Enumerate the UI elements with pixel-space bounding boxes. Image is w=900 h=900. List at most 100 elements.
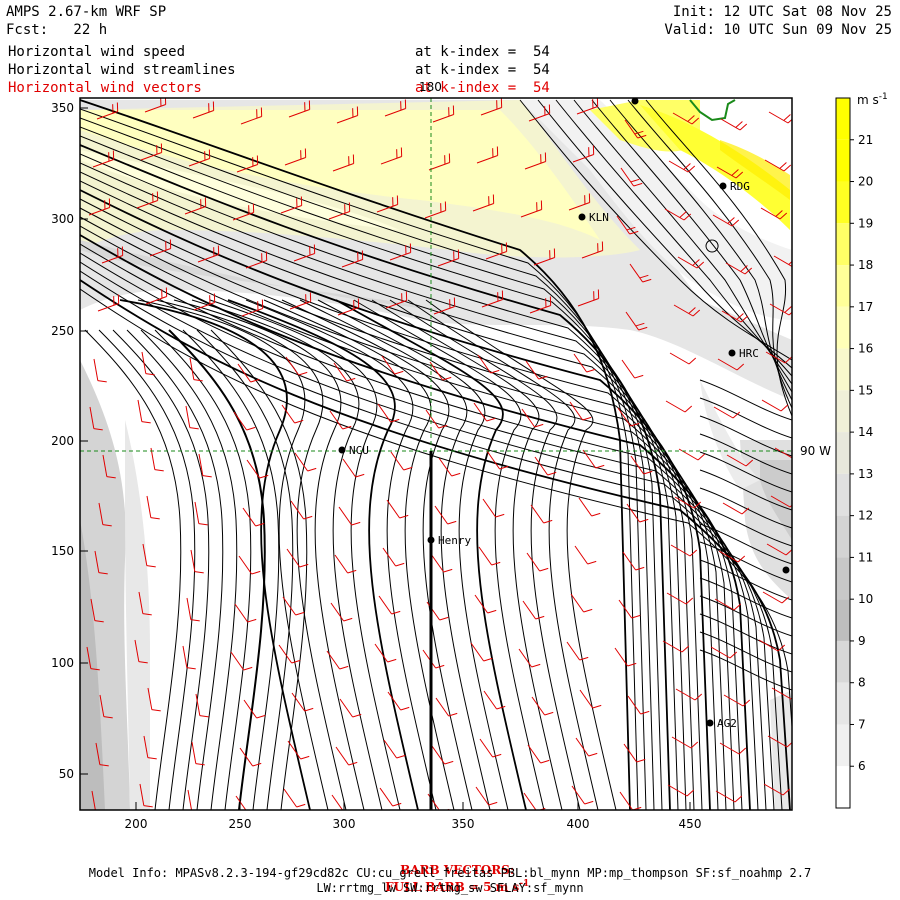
wind-barb bbox=[622, 551, 637, 571]
wind-barb-feather bbox=[247, 618, 257, 623]
wind-barb bbox=[142, 543, 148, 566]
wind-barb bbox=[529, 305, 551, 314]
wind-barb-feather bbox=[584, 800, 594, 805]
wind-barb-feather bbox=[394, 370, 404, 375]
colorbar-unit: m s-1 bbox=[857, 92, 888, 107]
streamline bbox=[699, 559, 792, 601]
streamline bbox=[699, 541, 792, 583]
field-level-streamlines: at k-index = 54 bbox=[415, 62, 550, 78]
colorbar-level-label: 7 bbox=[858, 717, 866, 731]
wind-barb bbox=[722, 502, 743, 515]
wind-barb bbox=[150, 447, 156, 470]
wind-barb-feather bbox=[534, 423, 544, 428]
wind-barb-feather bbox=[448, 712, 458, 717]
wind-barb bbox=[476, 155, 498, 164]
wind-barb bbox=[718, 550, 739, 563]
streamline bbox=[699, 451, 792, 493]
wind-barb bbox=[524, 161, 546, 170]
wind-barb-feather bbox=[782, 788, 791, 796]
streamline bbox=[699, 487, 792, 529]
barb-legend: BARB VECTORS: FULL BARB = 5 m s-1 bbox=[0, 849, 900, 894]
wind-barb-feather bbox=[630, 178, 640, 183]
colorbar-swatch bbox=[836, 181, 850, 224]
wind-barb bbox=[623, 743, 638, 763]
colorbar-level-label: 14 bbox=[858, 425, 873, 439]
wind-barb bbox=[185, 405, 191, 428]
wind-barb bbox=[331, 794, 344, 810]
streamline bbox=[80, 99, 631, 810]
streamline bbox=[119, 299, 311, 810]
wind-barb-feather bbox=[629, 230, 639, 235]
wind-barb bbox=[294, 452, 309, 472]
wind-barb bbox=[573, 353, 588, 373]
wind-barb-feather bbox=[451, 472, 461, 477]
wind-barb-feather bbox=[189, 427, 199, 430]
wind-barb-feather bbox=[150, 517, 160, 520]
wind-barb bbox=[376, 204, 398, 213]
station-label-rdg: RDG bbox=[730, 180, 750, 193]
wind-barb-feather bbox=[742, 699, 751, 707]
streamline bbox=[168, 329, 266, 810]
wind-barb-feather bbox=[391, 610, 401, 615]
barb-legend-value: FULL BARB = 5 m s bbox=[385, 880, 520, 894]
streamline bbox=[699, 469, 792, 511]
y-tick-label: 100 bbox=[51, 656, 74, 670]
wind-barb bbox=[197, 254, 219, 263]
wind-barb bbox=[246, 459, 261, 479]
wind-barb-feather bbox=[780, 404, 789, 412]
y-tick-label: 250 bbox=[51, 324, 74, 338]
valid-time: Valid: 10 UTC Sun 09 Nov 25 bbox=[664, 22, 892, 38]
wind-barb bbox=[245, 260, 267, 269]
wind-barb bbox=[438, 457, 453, 477]
colorbar-swatch bbox=[836, 223, 850, 266]
streamline bbox=[137, 299, 329, 810]
wind-barb-feather bbox=[679, 211, 687, 218]
wind-barb-feather bbox=[531, 663, 541, 668]
streamline bbox=[191, 299, 383, 810]
wind-barb bbox=[390, 451, 405, 471]
wind-barb bbox=[134, 639, 140, 662]
wind-barb-feather bbox=[193, 379, 203, 382]
wind-barb-feather bbox=[438, 424, 448, 429]
wind-barb-feather bbox=[147, 757, 157, 760]
wind-barb bbox=[192, 110, 214, 119]
x-tick-label: 250 bbox=[229, 817, 252, 831]
wind-barb bbox=[761, 399, 782, 412]
station-label-ncu: NCU bbox=[349, 444, 369, 457]
wind-barb-feather bbox=[784, 306, 792, 313]
x-tick-label: 300 bbox=[333, 817, 356, 831]
wind-barb bbox=[342, 458, 357, 478]
wind-barb bbox=[139, 783, 145, 806]
streamline bbox=[699, 397, 792, 439]
wind-barb-feather bbox=[499, 465, 509, 470]
wind-barb-feather bbox=[259, 474, 269, 479]
colorbar-swatch bbox=[836, 348, 850, 391]
wind-barb bbox=[578, 497, 593, 517]
wind-barb bbox=[581, 250, 603, 259]
wind-barb-feather bbox=[294, 419, 304, 424]
wind-barb bbox=[473, 402, 488, 422]
wind-barb-feather bbox=[688, 307, 696, 314]
wind-barb bbox=[625, 311, 640, 331]
wind-barb bbox=[617, 407, 632, 427]
wind-barb-feather bbox=[686, 789, 695, 797]
wind-barb-feather bbox=[252, 762, 262, 767]
streamline bbox=[699, 505, 792, 547]
wind-barb-feather bbox=[689, 549, 698, 557]
wind-barb-feather bbox=[141, 421, 151, 424]
wind-barb bbox=[774, 447, 792, 459]
wind-barb-feather bbox=[781, 596, 790, 604]
wind-barb-feather bbox=[681, 645, 690, 653]
field-level-vectors: at k-index = 54 bbox=[415, 80, 550, 96]
wind-barb bbox=[714, 598, 735, 611]
wind-barb-feather bbox=[685, 597, 694, 605]
wind-barb bbox=[137, 399, 143, 422]
wind-barb-feather bbox=[788, 260, 792, 265]
wind-barb bbox=[338, 506, 353, 526]
wind-barb-feather bbox=[779, 162, 787, 169]
wind-barb-feather bbox=[250, 378, 260, 383]
wind-barb bbox=[579, 689, 594, 709]
wind-barb-feather bbox=[789, 504, 792, 508]
wind-barb bbox=[188, 158, 210, 167]
wind-barb bbox=[773, 255, 792, 267]
